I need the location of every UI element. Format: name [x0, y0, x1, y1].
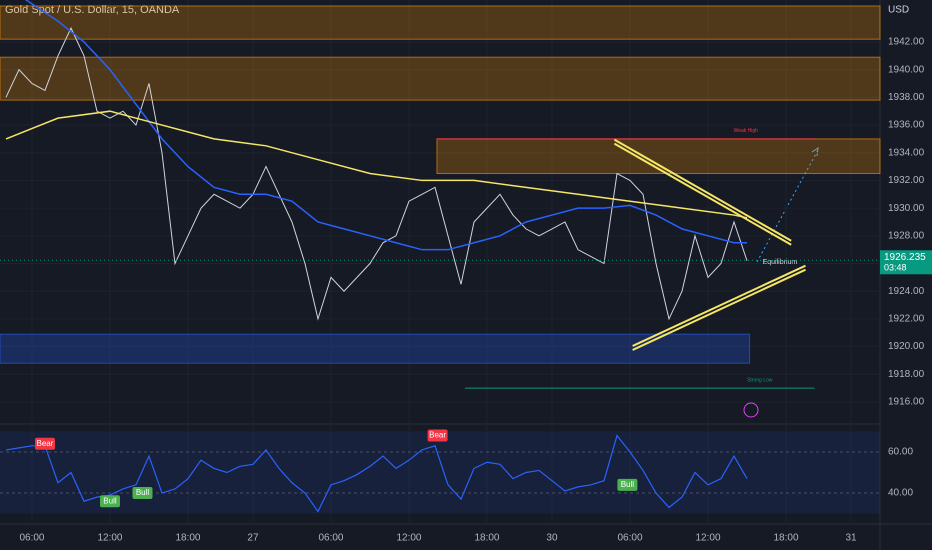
y-tick-label: 1932.00: [888, 175, 925, 186]
y-tick-label: 1928.00: [888, 230, 925, 241]
price-line: [5, 26, 748, 321]
y-tick-label: 1918.00: [888, 369, 925, 380]
currency: USD: [888, 5, 909, 16]
last-price-box: [880, 250, 932, 275]
signal-label: Bear: [429, 431, 446, 440]
x-tick-label: 30: [546, 533, 558, 544]
signal-box: [99, 495, 120, 508]
y-tick-label: 1920.00: [888, 341, 925, 352]
last-price-label: 1926.235: [884, 252, 926, 263]
rsi-tick-label: 40.00: [888, 488, 913, 499]
signal-box: [427, 429, 448, 442]
y-tick-label: 1942.00: [888, 37, 925, 48]
x-tick-label: 06:00: [318, 533, 343, 544]
signal-box: [617, 478, 638, 491]
x-tick-label: 18:00: [175, 533, 200, 544]
y-tick-label: 1922.00: [888, 314, 925, 325]
price-line: [5, 110, 748, 219]
projection-arrow: [756, 149, 819, 263]
arrow-head: [811, 146, 819, 157]
y-tick-label: 1936.00: [888, 120, 925, 131]
x-tick-label: 12:00: [97, 533, 122, 544]
rsi-line: [5, 434, 748, 513]
alert-icon: [743, 402, 759, 418]
y-tick-label: 1940.00: [888, 64, 925, 75]
rsi-band: [0, 431, 880, 514]
x-tick-label: 31: [845, 533, 857, 544]
level-label: Strong Low: [747, 377, 773, 383]
countdown: 03:48: [884, 263, 907, 273]
zone: [0, 333, 751, 364]
x-tick-label: 06:00: [19, 533, 44, 544]
y-tick-label: 1924.00: [888, 286, 925, 297]
x-tick-label: 27: [247, 533, 259, 544]
signal-label: Bull: [136, 488, 150, 497]
x-tick-label: 06:00: [617, 533, 642, 544]
zone: [0, 56, 881, 101]
trendline: [632, 264, 806, 347]
signal-box: [132, 487, 153, 500]
y-tick-label: 1930.00: [888, 203, 925, 214]
y-tick-label: 1938.00: [888, 92, 925, 103]
rsi-tick-label: 60.00: [888, 447, 913, 458]
level-label: Weak High: [734, 128, 759, 134]
trendline: [613, 138, 792, 242]
y-tick-label: 1934.00: [888, 147, 925, 158]
y-tick-label: 1916.00: [888, 397, 925, 408]
zone: [0, 5, 881, 40]
price-line: [24, 0, 748, 251]
x-tick-label: 12:00: [396, 533, 421, 544]
signal-label: Bull: [103, 496, 117, 505]
chart-title: Gold Spot / U.S. Dollar, 15, OANDA: [5, 4, 180, 16]
signal-label: Bear: [37, 439, 54, 448]
trendline: [632, 268, 806, 351]
trendline: [613, 142, 792, 246]
signal-label: Bull: [621, 480, 635, 489]
signal-box: [34, 437, 55, 450]
x-tick-label: 18:00: [474, 533, 499, 544]
x-tick-label: 18:00: [773, 533, 798, 544]
equilibrium-label: Equilibrium: [763, 259, 798, 266]
x-tick-label: 12:00: [695, 533, 720, 544]
